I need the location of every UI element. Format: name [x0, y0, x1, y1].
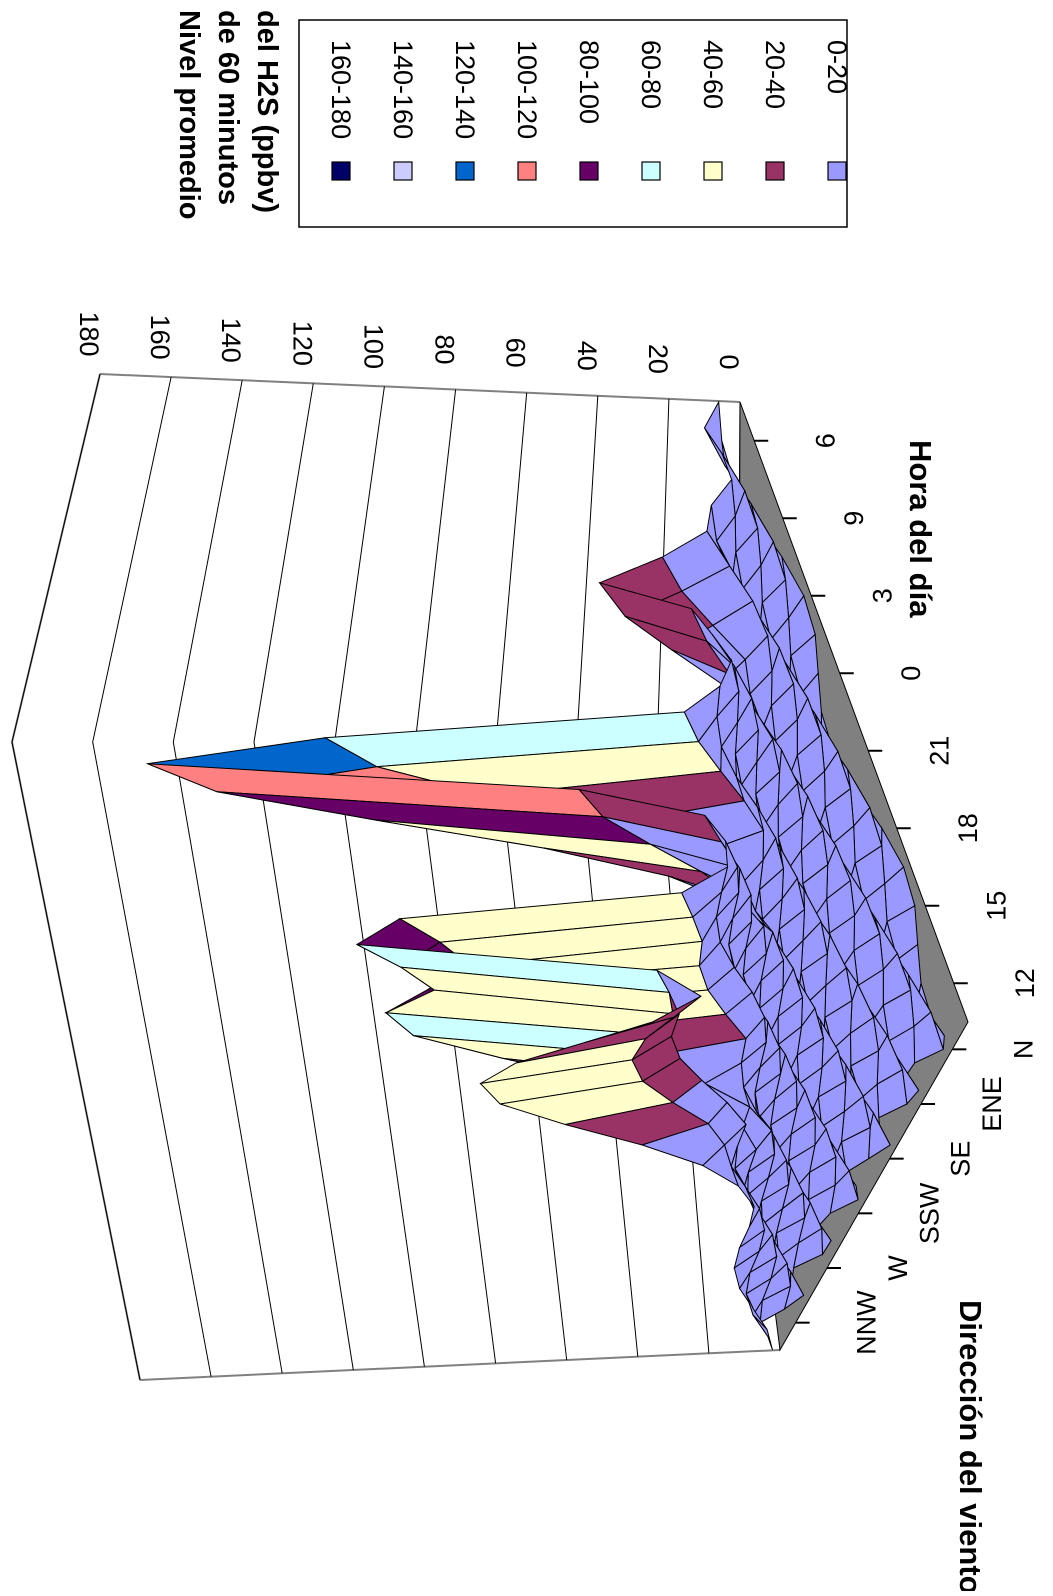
legend-label: 160-180: [326, 40, 356, 139]
legend-title-line-1: Nivel promedio: [173, 10, 205, 220]
legend-swatch: [455, 161, 475, 181]
x-tick-label: 15: [981, 891, 1011, 921]
legend-swatch: [765, 161, 785, 181]
x-tick-label: 18: [953, 813, 983, 843]
legend-swatch: [827, 161, 847, 181]
z-tick-label: 160: [145, 315, 175, 360]
z-tick-label: 60: [501, 338, 531, 368]
z-tick-label: 40: [572, 341, 602, 371]
legend-items: 160-180 140-160 120-140 100-120 80-100 60-80 4…: [326, 40, 852, 181]
legend-label: 40-60: [698, 40, 728, 109]
legend-swatch: [641, 161, 661, 181]
x-tick-label: 21: [924, 736, 954, 766]
x-tick-label: 3: [867, 588, 897, 603]
surface-plot: [145, 400, 945, 1351]
x-axis-labels: 6 9 3 0 21 18 15 12: [810, 433, 1040, 998]
y-tick-label: ENE: [977, 1076, 1007, 1132]
legend-title-line-3: del H2S (ppbv): [251, 10, 283, 213]
gridline-180: [11, 373, 141, 1381]
z-tick-label: 140: [216, 318, 246, 363]
y-axis-title: Dirección del viento: [953, 1300, 988, 1591]
x-axis-title: Hora del día: [903, 440, 938, 618]
x-tick-label: 6: [810, 433, 840, 448]
chart-walls: [10, 373, 781, 1381]
surface-cell: [752, 1314, 773, 1351]
y-tick-label: NNW: [852, 1290, 882, 1355]
x-tick-label: 12: [1010, 968, 1040, 998]
gridline-60: [495, 392, 568, 1361]
gridline-40: [576, 395, 639, 1357]
z-tick-label: 100: [358, 324, 388, 369]
z-tick-label: 20: [643, 344, 673, 374]
legend-label: 20-40: [760, 40, 790, 109]
x-tick-label: 0: [896, 666, 926, 681]
legend-label: 80-100: [574, 40, 604, 124]
z-tick-label: 180: [74, 311, 104, 356]
z-tick-label: 80: [430, 335, 460, 365]
y-tick-label: N: [1008, 1040, 1038, 1060]
gridline-100: [334, 386, 425, 1367]
legend-label: 140-160: [388, 40, 418, 139]
gridline-140: [172, 380, 283, 1374]
legend-label: 100-120: [512, 40, 542, 139]
wall-top-edge: [10, 373, 141, 1381]
legend-swatch: [331, 161, 351, 181]
legend-swatch: [703, 161, 723, 181]
gridline-80: [414, 389, 497, 1364]
z-tick-label: 120: [287, 321, 317, 366]
legend-label: 120-140: [450, 40, 480, 139]
legend: Nivel promedio de 60 minutos del H2S (pp…: [173, 10, 852, 228]
wall-right-edge: [99, 373, 741, 403]
legend-label: 60-80: [636, 40, 666, 109]
x-tick-label: 9: [839, 511, 869, 526]
legend-label: 0-20: [822, 40, 852, 94]
gridline-120: [253, 383, 354, 1371]
legend-swatch: [579, 161, 599, 181]
y-tick-label: W: [883, 1255, 913, 1281]
legend-title-line-2: de 60 minutos: [212, 10, 244, 205]
legend-swatch: [517, 161, 537, 181]
z-tick-label: 0: [714, 354, 744, 369]
wall-left-edge: [139, 1349, 781, 1381]
axis-ticks: [754, 439, 968, 1324]
y-tick-label: SSW: [914, 1182, 944, 1244]
z-axis-labels: 0 20 40 60 80 100 120 140 160 180: [74, 311, 744, 373]
y-tick-label: SE: [946, 1141, 976, 1177]
gridline-160: [92, 376, 212, 1377]
legend-swatch: [393, 161, 413, 181]
